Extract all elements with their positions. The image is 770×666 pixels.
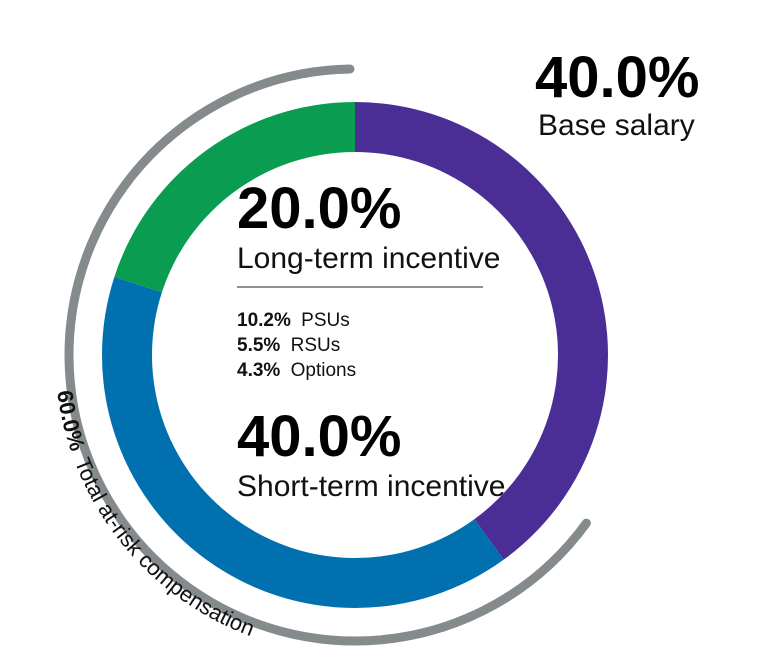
donut-slice-short-term-incentive xyxy=(101,276,504,608)
breakdown-psus-label: PSUs xyxy=(301,310,350,331)
donut-slice-base-salary xyxy=(355,102,608,560)
breakdown-rsus-pct: 5.5% xyxy=(237,335,280,356)
breakdown-options-label: Options xyxy=(291,360,356,381)
donut-slices xyxy=(101,101,608,608)
breakdown-rsus: 5.5% RSUs xyxy=(237,335,340,356)
short-term-label: Short-term incentive xyxy=(237,470,505,503)
donut-slice-long-term-incentive xyxy=(114,101,356,293)
base-salary-value: 40.0% xyxy=(535,45,699,110)
breakdown-options: 4.3% Options xyxy=(237,360,356,381)
breakdown-options-pct: 4.3% xyxy=(237,360,280,381)
breakdown-psus-pct: 10.2% xyxy=(237,310,291,331)
at-risk-pct: 60.0% xyxy=(52,389,90,454)
long-term-value: 20.0% xyxy=(237,176,401,241)
long-term-label: Long-term incentive xyxy=(237,242,500,275)
at-risk-arc xyxy=(64,64,591,646)
base-salary-label: Base salary xyxy=(538,109,695,142)
breakdown-rsus-label: RSUs xyxy=(291,335,341,356)
short-term-value: 40.0% xyxy=(237,404,401,469)
breakdown-psus: 10.2% PSUs xyxy=(237,310,350,331)
